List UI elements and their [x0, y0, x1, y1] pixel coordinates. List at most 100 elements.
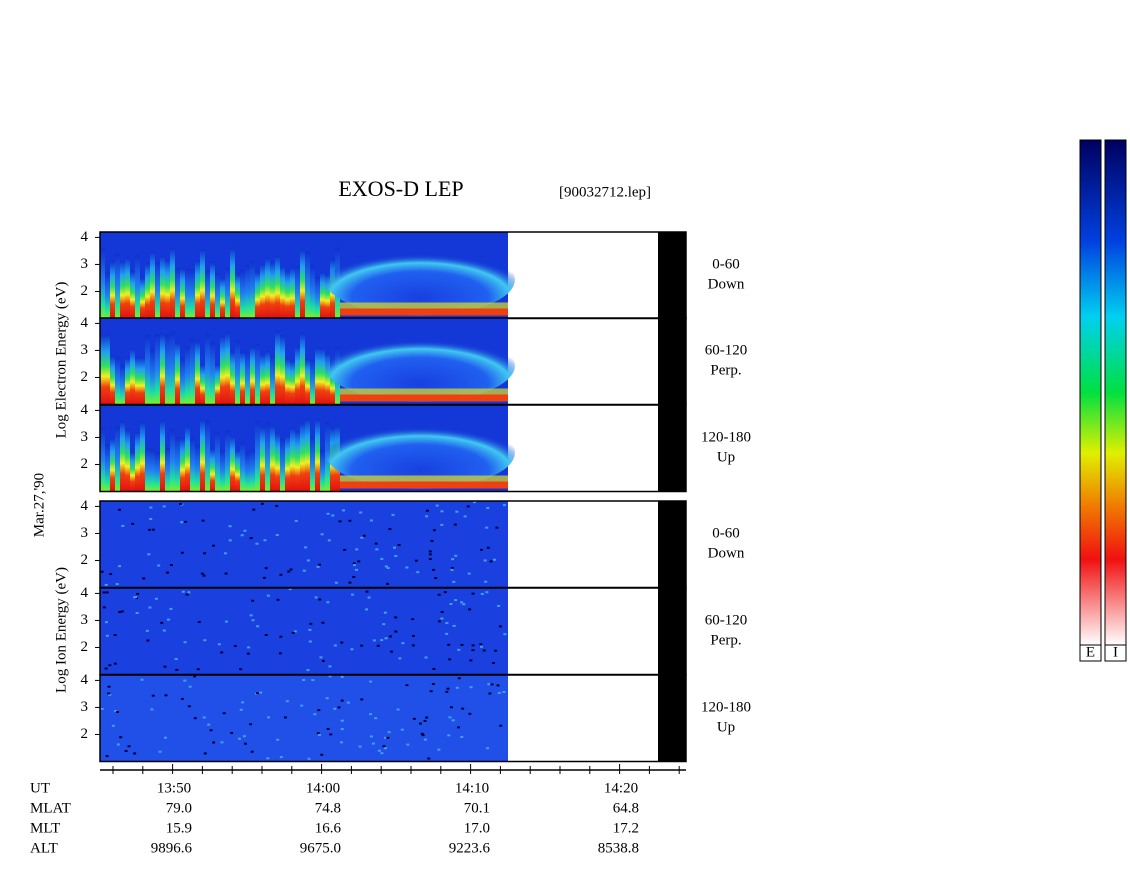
spectrogram-noise: [115, 583, 119, 586]
spectrogram-noise: [487, 683, 491, 686]
spectrogram-column: [160, 333, 165, 405]
spectrogram-noise: [252, 508, 256, 511]
spectrogram-noise: [326, 512, 330, 515]
ephemeris-value: 9896.6: [151, 840, 193, 856]
spectrogram-noise: [447, 643, 451, 646]
spectrogram-noise: [348, 581, 352, 584]
spectrogram-noise: [418, 722, 422, 725]
spectrogram-noise: [485, 591, 489, 594]
spectrogram-column: [245, 452, 250, 492]
spectrogram-column: [185, 269, 190, 319]
spectrogram-noise: [471, 649, 475, 652]
spectrogram-noise: [246, 652, 250, 655]
spectrogram-column: [310, 265, 315, 319]
spectrogram-noise: [180, 697, 184, 700]
spectrogram-noise: [479, 643, 483, 646]
spectrogram-noise: [394, 630, 398, 633]
spectrogram-noise: [383, 747, 387, 750]
spectrogram-noise: [374, 717, 378, 720]
spectrogram-noise: [249, 723, 253, 726]
panel-direction: Perp.: [710, 363, 741, 379]
spectrogram-noise: [340, 699, 344, 702]
spectrogram-noise: [119, 736, 123, 739]
spectrogram-noise: [445, 622, 449, 625]
spectrogram-noise: [369, 680, 373, 683]
spectrogram-noise: [317, 563, 321, 566]
spectrogram-column: [105, 272, 110, 319]
spectrogram-column: [315, 418, 320, 492]
spectrogram-noise: [160, 621, 164, 624]
spectrogram-noise: [432, 667, 436, 670]
spectrogram-noise: [275, 533, 279, 536]
spectrogram-noise: [150, 708, 154, 711]
ephemeris-value: 79.0: [166, 800, 192, 816]
spectrogram-noise: [197, 620, 201, 623]
spectrogram-noise: [400, 728, 404, 731]
spectrogram-noise: [163, 736, 167, 739]
spectrogram-noise: [451, 719, 455, 722]
spectrogram-noise: [259, 691, 263, 694]
ephemeris-value: 17.0: [464, 820, 490, 836]
spectrogram-column: [130, 348, 135, 405]
spectrogram-noise: [338, 520, 342, 523]
colorbar-label-box: [1079, 644, 1102, 662]
spectrogram-noise: [388, 635, 392, 638]
spectrogram-noise: [425, 509, 429, 512]
spectrogram-noise: [383, 611, 387, 614]
spectrogram-noise: [124, 749, 128, 752]
spectrogram-column: [305, 251, 310, 319]
spectrogram-noise: [369, 735, 373, 738]
spectrogram-noise: [203, 752, 207, 755]
spectrogram-noise: [135, 612, 139, 615]
spectrogram-noise: [421, 734, 425, 737]
spectrogram-column: [295, 266, 300, 319]
spectrogram-column: [220, 449, 225, 492]
spectrogram-noise: [367, 596, 371, 599]
spectrogram-column: [265, 350, 270, 405]
spectrogram-noise: [396, 708, 400, 711]
panel-range: 120-180: [701, 430, 751, 446]
spectrogram-noise: [302, 678, 306, 681]
spectrogram-column: [320, 449, 325, 492]
spectrogram-noise: [105, 634, 109, 637]
spectrogram-column: [150, 448, 155, 492]
ephemeris-name: UT: [30, 780, 50, 796]
spectrogram-column: [275, 432, 280, 492]
spectrogram-noise: [224, 572, 228, 575]
spectrogram-noise: [158, 750, 162, 753]
spectrogram-noise: [131, 522, 135, 525]
spectrogram-noise: [151, 528, 155, 531]
spectrogram-noise: [405, 684, 409, 687]
spectrogram-column: [270, 354, 275, 405]
panel-range: 0-60: [712, 257, 740, 273]
spectrogram-column: [150, 348, 155, 405]
spectrogram-noise: [327, 539, 331, 542]
spectrogram-noise: [278, 652, 282, 655]
spectrogram-noise: [249, 614, 253, 617]
spectrogram-noise: [256, 625, 260, 628]
spectrogram-noise: [300, 704, 304, 707]
spectrogram-column: [110, 261, 115, 319]
spectrogram-noise: [401, 642, 405, 645]
panel-frame: [99, 404, 687, 493]
ephemeris-value: 16.6: [315, 820, 342, 836]
spectrogram-noise: [109, 573, 113, 576]
spectrogram-noise: [147, 553, 151, 556]
spectrogram-noise: [416, 571, 420, 574]
spectrogram-noise: [386, 567, 390, 570]
panel-range: 0-60: [712, 526, 740, 542]
spectrogram-column: [300, 249, 305, 319]
spectrogram-column: [245, 264, 250, 319]
y-tick-label: 4: [81, 402, 89, 418]
y-tick-label: 2: [81, 639, 89, 655]
spectrogram-noise: [193, 717, 197, 720]
spectrogram-noise: [467, 572, 471, 575]
panel-direction: Perp.: [710, 633, 741, 649]
panel-direction: Down: [708, 546, 745, 562]
spectrogram-noise: [104, 621, 108, 624]
spectrogram-noise: [360, 698, 364, 701]
spectrogram-noise: [384, 565, 388, 568]
spectrogram-noise: [489, 560, 493, 563]
spectrogram-noise: [224, 620, 228, 623]
spectrogram-noise: [104, 583, 108, 586]
